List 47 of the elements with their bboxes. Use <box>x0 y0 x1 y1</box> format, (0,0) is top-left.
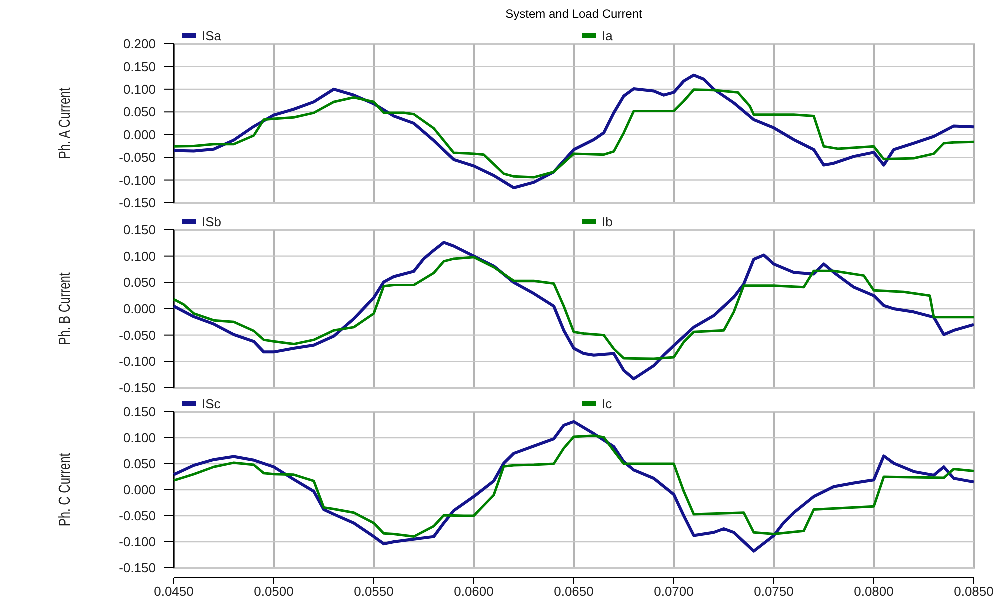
y-tick-label: 0.050 <box>123 456 156 472</box>
x-tick-label: 0.0600 <box>454 584 494 599</box>
y-tick-label: 0.150 <box>123 59 156 74</box>
y-tick-label: -0.150 <box>119 560 156 576</box>
y-tick-label: -0.150 <box>119 380 156 396</box>
y-tick-label: -0.150 <box>119 196 156 211</box>
y-tick-label: -0.100 <box>119 534 156 550</box>
y-axis-title: Ph. A Current <box>55 88 74 160</box>
legend-label: Ib <box>602 214 613 230</box>
x-tick-label: 0.0650 <box>554 584 594 599</box>
x-tick-label: 0.0850 <box>954 584 994 599</box>
y-tick-label: -0.100 <box>119 354 156 370</box>
line-series <box>172 88 976 179</box>
y-tick-label: 0.050 <box>123 275 156 290</box>
x-tick-label: 0.0700 <box>654 584 694 599</box>
legend-label: Ia <box>602 28 614 44</box>
y-tick-label: 0.200 <box>123 36 156 52</box>
x-tick-label: 0.0450 <box>154 584 194 599</box>
legend-label: ISa <box>202 28 222 44</box>
line-series <box>172 434 976 538</box>
chart-title: System and Load Current <box>506 7 644 21</box>
y-tick-label: 0.000 <box>123 127 156 142</box>
y-tick-label: 0.000 <box>123 302 156 317</box>
y-tick-label: 0.150 <box>123 404 156 420</box>
legend-label: ISc <box>202 396 222 412</box>
y-tick-label: 0.100 <box>123 82 156 97</box>
y-tick-label: 0.100 <box>123 430 156 446</box>
y-tick-label: 0.000 <box>123 482 156 498</box>
line-series <box>172 74 976 190</box>
legend-label: ISb <box>202 214 222 230</box>
y-tick-label: 0.050 <box>123 104 156 120</box>
y-tick-label: -0.050 <box>119 150 156 166</box>
x-tick-label: 0.0550 <box>354 584 394 599</box>
y-tick-label: -0.050 <box>119 328 156 343</box>
y-tick-label: 0.100 <box>123 248 156 264</box>
y-tick-label: 0.150 <box>123 222 156 238</box>
y-axis-title: Ph. C Current <box>55 453 74 527</box>
line-series <box>172 241 976 381</box>
y-tick-label: -0.100 <box>119 172 156 188</box>
x-tick-label: 0.0500 <box>254 584 294 599</box>
line-series <box>172 256 976 360</box>
x-tick-label: 0.0800 <box>854 584 894 599</box>
line-series <box>172 420 976 553</box>
y-axis-title: Ph. B Current <box>55 272 74 346</box>
legend-label: Ic <box>602 396 613 412</box>
y-tick-label: -0.050 <box>119 508 156 524</box>
x-tick-label: 0.0750 <box>754 584 794 599</box>
